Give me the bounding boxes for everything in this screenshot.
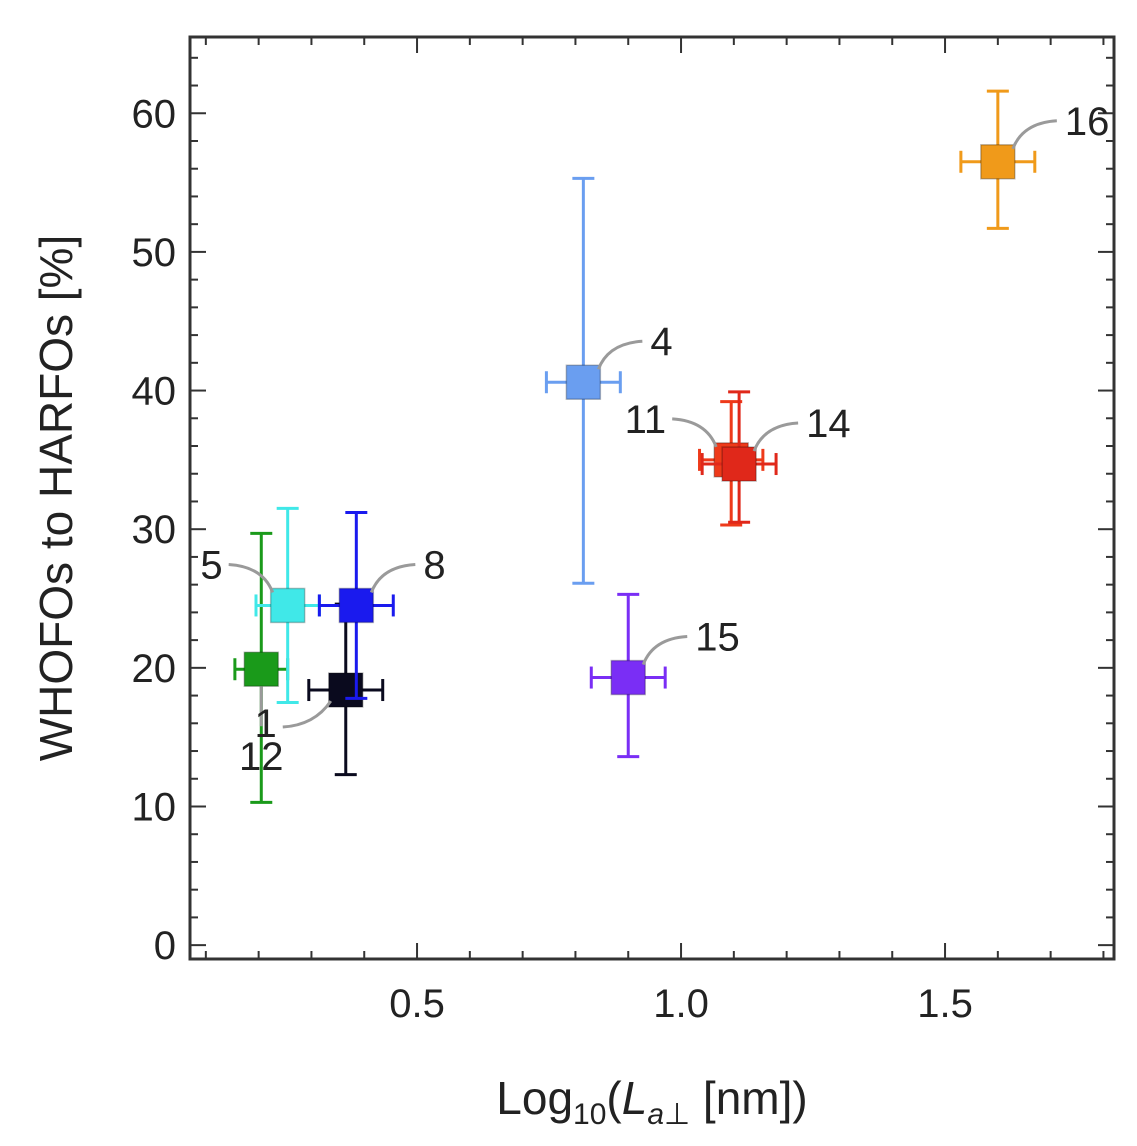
x-tick-label: 1.0: [653, 982, 709, 1026]
point-label: 16: [1065, 100, 1110, 144]
data-point: 14: [700, 390, 851, 524]
plot-frame: [188, 35, 1116, 961]
point-label: 11: [625, 398, 667, 442]
data-point: 15: [589, 592, 740, 759]
y-axis: 0 10 20 30 40 50 60: [132, 92, 177, 968]
x-tick-label: 0.5: [389, 982, 445, 1026]
point-label: 8: [423, 543, 445, 587]
label-leader: [282, 700, 333, 729]
data-point: 4: [544, 176, 673, 585]
point-label: 12: [239, 735, 284, 779]
minor-ticks: [190, 37, 1114, 959]
point-label: 4: [650, 320, 672, 364]
point-marker: [721, 446, 757, 482]
label-leader: [369, 562, 416, 594]
y-tick-label: 30: [132, 508, 177, 552]
y-tick-label: 50: [132, 231, 177, 275]
point-label: 14: [806, 402, 851, 446]
point-marker: [610, 659, 646, 696]
y-axis-title: WHOFOs to HARFOs [%]: [30, 235, 82, 761]
point-label: 15: [695, 616, 740, 660]
data-point: 12: [233, 531, 290, 804]
data-point: 16: [959, 89, 1110, 230]
point-marker: [243, 651, 280, 687]
point-marker: [338, 587, 375, 624]
point-label: 5: [200, 543, 222, 587]
data-point: 1: [255, 602, 385, 777]
x-tick-label: 1.5: [917, 982, 973, 1026]
point-marker: [980, 144, 1016, 180]
label-leader: [228, 562, 275, 594]
y-tick-label: 40: [132, 370, 177, 414]
y-tick-label: 10: [132, 785, 177, 829]
label-leader: [752, 421, 799, 452]
point-marker: [565, 364, 602, 400]
data-points: 12 5 1 8 4 15 11 14 16: [200, 89, 1110, 804]
y-tick-label: 20: [132, 647, 177, 691]
label-leader: [672, 417, 718, 448]
x-axis: 0.5 1.0 1.5: [389, 982, 973, 1026]
x-axis-title: Log10(La⊥ [nm]): [496, 1072, 807, 1131]
data-point: 8: [317, 511, 446, 700]
y-tick-label: 60: [132, 92, 177, 136]
data-point: 5: [200, 506, 321, 705]
label-leader: [596, 339, 643, 370]
point-marker: [269, 587, 306, 624]
label-leader: [641, 635, 688, 666]
label-leader: [1011, 119, 1057, 150]
point-label: 1: [255, 702, 277, 746]
y-tick-label: 0: [154, 924, 176, 968]
